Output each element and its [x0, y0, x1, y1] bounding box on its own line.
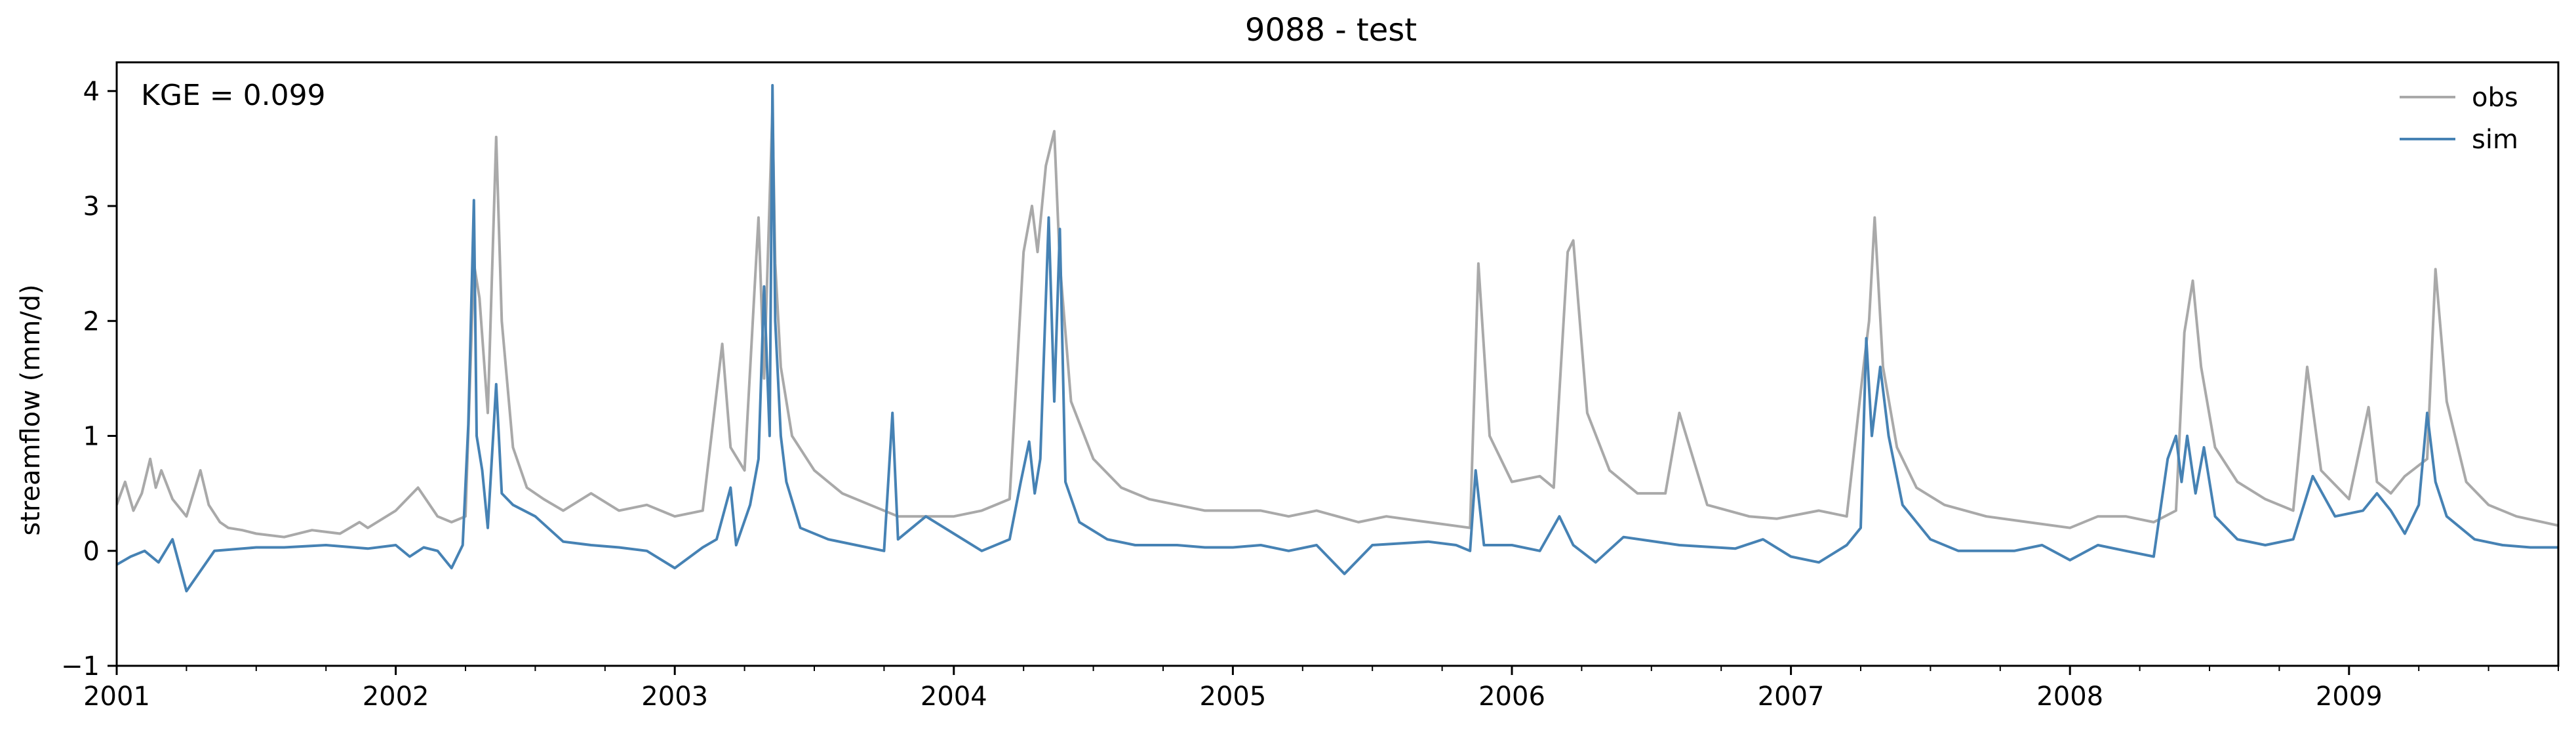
- x-tick-label: 2007: [1758, 682, 1825, 712]
- plot-frame: [115, 61, 2560, 667]
- y-tick-label: 0: [83, 537, 100, 567]
- y-tick-label: 1: [83, 422, 100, 452]
- legend: obs sim: [2400, 83, 2518, 155]
- x-axis: 2001 2002 2003 2004 2005 2006 2007 2008 2009: [83, 666, 2559, 712]
- y-tick-label: 4: [83, 77, 100, 107]
- x-tick-label: 2001: [83, 682, 150, 712]
- x-tick-label: 2005: [1200, 682, 1267, 712]
- y-tick-label: 2: [83, 306, 100, 337]
- y-axis: −1 0 1 2 3 4: [61, 77, 117, 682]
- y-tick-label: −1: [61, 651, 100, 682]
- legend-label-sim: sim: [2472, 125, 2518, 155]
- series-group: [117, 84, 2558, 593]
- kge-annotation: KGE = 0.099: [141, 79, 326, 112]
- legend-label-obs: obs: [2472, 83, 2518, 113]
- y-tick-label: 3: [83, 192, 100, 222]
- series-line-sim: [117, 84, 2558, 593]
- x-tick-label: 2009: [2316, 682, 2383, 712]
- x-tick-label: 2002: [363, 682, 429, 712]
- plot-area: [115, 61, 2560, 667]
- chart-title: 9088 - test: [1245, 12, 1417, 49]
- x-tick-label: 2003: [641, 682, 708, 712]
- x-tick-label: 2004: [921, 682, 987, 712]
- series-line-obs: [117, 107, 2558, 539]
- x-tick-label: 2006: [1478, 682, 1545, 712]
- y-axis-label: streamflow (mm/d): [16, 284, 46, 535]
- x-tick-label: 2008: [2036, 682, 2103, 712]
